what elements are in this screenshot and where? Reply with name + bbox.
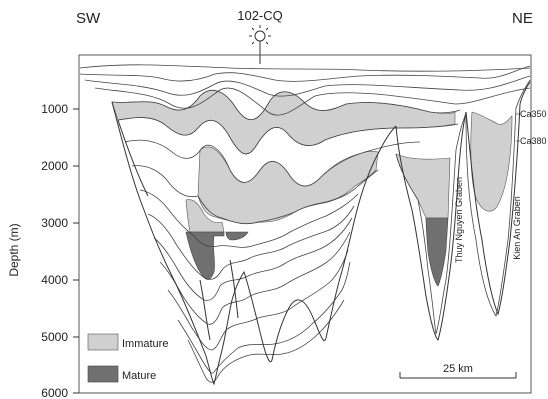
immature-band-upper xyxy=(111,90,456,155)
kien-an-graben-label: Kien An Graben xyxy=(512,196,522,260)
depth-tick-6000: 6000 xyxy=(41,386,68,399)
scale-bar xyxy=(399,372,517,379)
basin-outlines xyxy=(111,81,531,386)
legend-label-mature: Mature xyxy=(122,370,156,382)
sw-label: SW xyxy=(76,10,101,27)
ne-label: NE xyxy=(512,10,533,27)
legend-swatch-mature xyxy=(87,365,119,383)
immature-thuy-nguyen xyxy=(395,153,451,219)
legend: Immature Mature xyxy=(87,333,168,383)
thuy-nguyen-graben-label: Thuy Nguyen Graben xyxy=(454,177,464,263)
legend-label-immature: Immature xyxy=(122,338,168,350)
well-label: 102-CQ xyxy=(237,8,283,23)
well-symbol-icon xyxy=(249,25,271,64)
immature-zones xyxy=(111,90,513,233)
horizon-label-ca380: Ca380 xyxy=(520,136,547,146)
depth-axis: 1000 2000 3000 4000 5000 6000 Depth (m) xyxy=(7,102,79,399)
depth-tick-2000: 2000 xyxy=(41,159,68,173)
mature-thuy-nguyen xyxy=(425,217,449,287)
mature-main-basin xyxy=(185,231,225,280)
depth-tick-3000: 3000 xyxy=(41,216,68,230)
depth-tick-5000: 5000 xyxy=(41,330,68,344)
mature-zones xyxy=(185,217,449,287)
scale-bar-label: 25 km xyxy=(443,363,473,375)
horizon-lines xyxy=(79,64,531,383)
immature-kien-an xyxy=(470,111,513,212)
horizon-label-ca350: Ca350 xyxy=(520,109,547,119)
depth-tick-1000: 1000 xyxy=(41,102,68,116)
immature-deep-trough xyxy=(185,199,225,233)
legend-swatch-immature xyxy=(87,333,119,351)
section-frame xyxy=(78,54,532,394)
mature-main-basin-side xyxy=(225,231,249,241)
depth-tick-4000: 4000 xyxy=(41,273,68,287)
immature-band-lower xyxy=(197,146,379,225)
depth-axis-label: Depth (m) xyxy=(7,223,21,276)
